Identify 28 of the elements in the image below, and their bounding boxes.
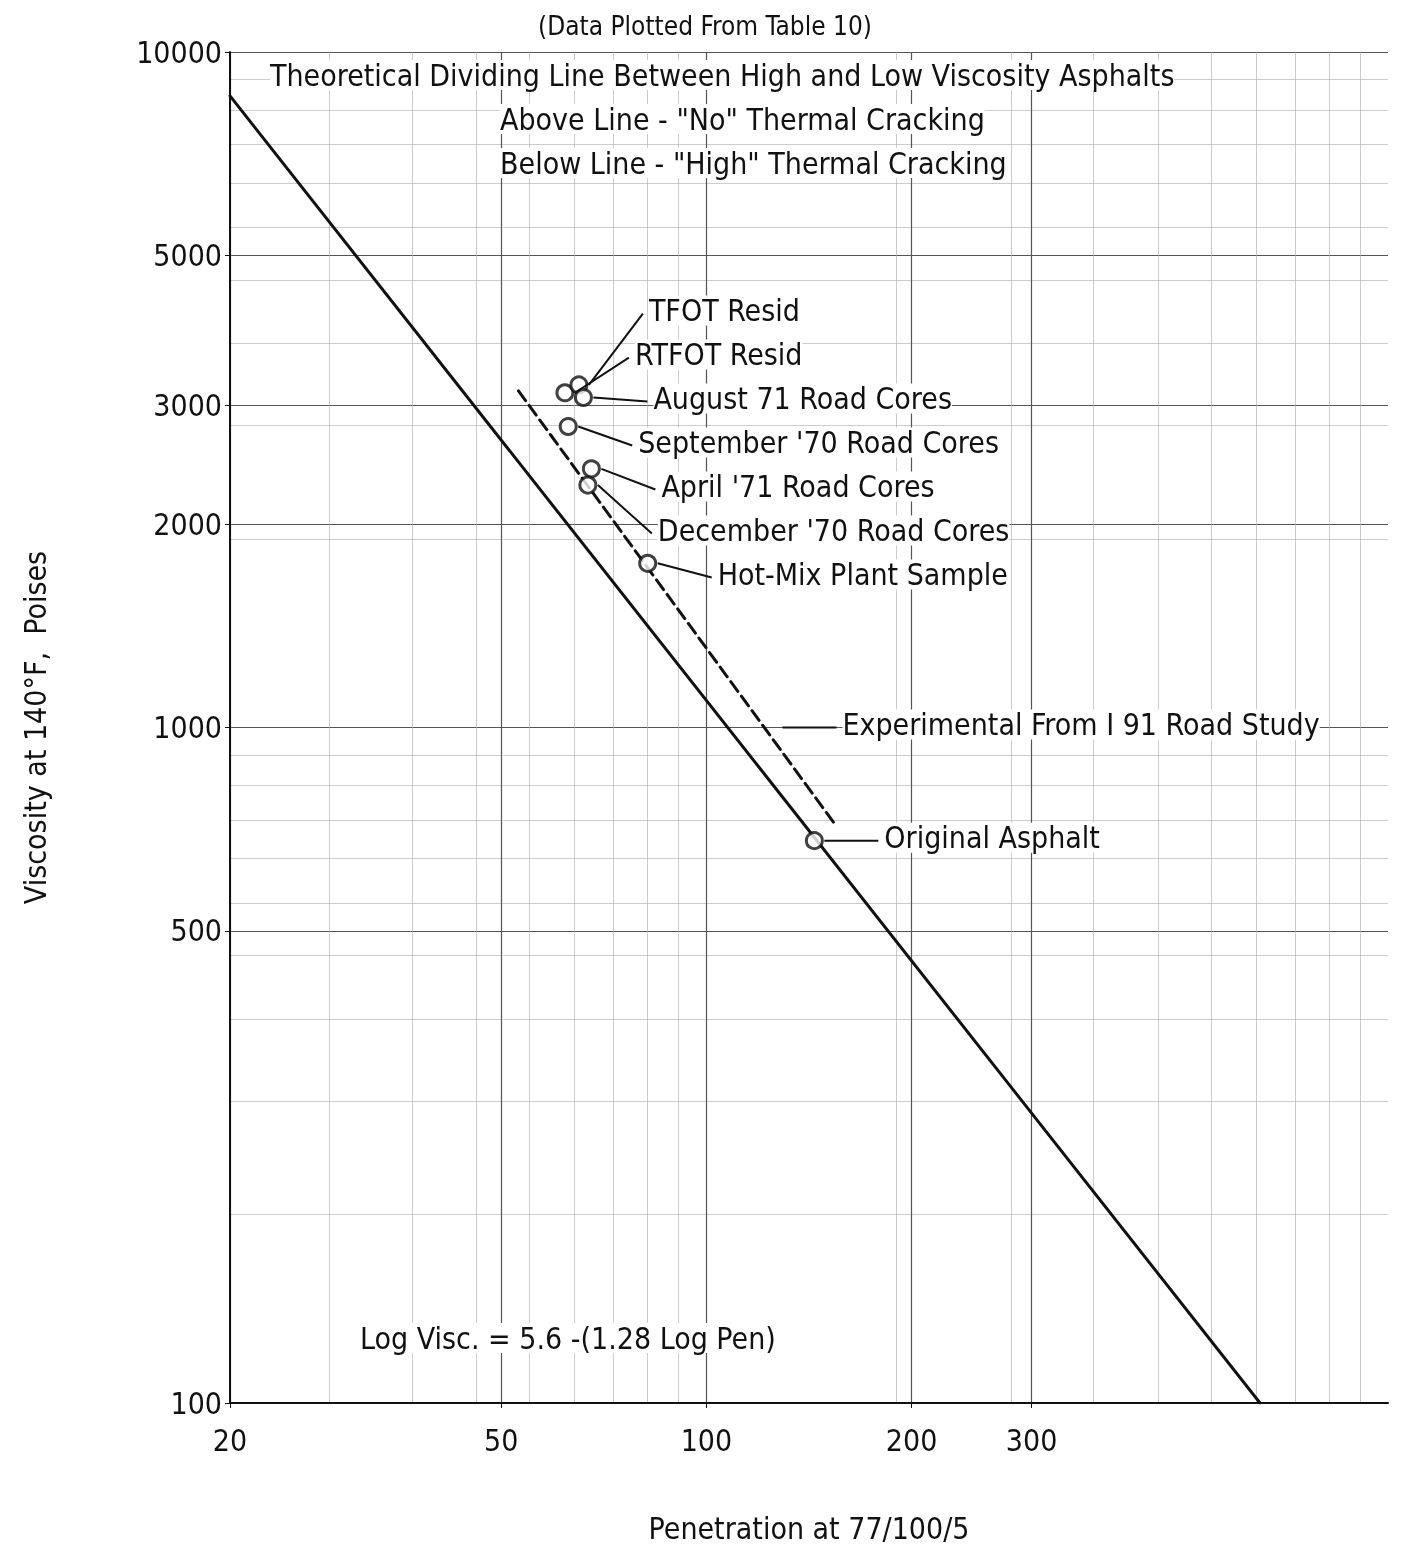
x-tick-label: 300 xyxy=(1005,1422,1058,1458)
annotation: December '70 Road Cores xyxy=(657,513,1010,549)
chart-title: (Data Plotted From Table 10) xyxy=(538,11,872,41)
x-tick-label: 50 xyxy=(484,1422,519,1458)
annotation: August 71 Road Cores xyxy=(653,381,952,417)
y-tick-label: 3000 xyxy=(153,387,222,423)
x-tick-label: 100 xyxy=(680,1422,733,1458)
y-tick-label: 1000 xyxy=(153,710,222,745)
x-axis-title: Penetration at 77/100/5 xyxy=(648,1510,970,1546)
annotation: April '71 Road Cores xyxy=(661,469,935,505)
annotation: Original Asphalt xyxy=(884,820,1100,856)
y-tick-label: 100 xyxy=(170,1385,222,1421)
annotation: Theoretical Dividing Line Between High and Low Viscosity Asphalts xyxy=(269,57,1175,93)
annotation: TFOT Resid xyxy=(647,293,800,329)
y-tick-label: 5000 xyxy=(153,237,222,273)
y-tick-label: 500 xyxy=(170,913,222,949)
annotation: Log Visc. = 5.6 -(1.28 Log Pen) xyxy=(360,1320,776,1356)
y-tick-label: 2000 xyxy=(153,506,222,542)
x-tick-label: 20 xyxy=(212,1422,248,1458)
annotation: September '70 Road Cores xyxy=(638,425,999,461)
annotation: Below Line - "High" Thermal Cracking xyxy=(500,145,1007,181)
y-tick-label: 10000 xyxy=(136,34,222,70)
x-tick-label: 200 xyxy=(885,1422,938,1458)
y-axis-title: Viscosity at 140°F, Poises xyxy=(17,550,53,905)
annotation: Hot-Mix Plant Sample xyxy=(717,557,1008,593)
annotation: Above Line - "No" Thermal Cracking xyxy=(500,101,985,137)
annotation: Experimental From I 91 Road Study xyxy=(842,707,1320,742)
annotation: RTFOT Resid xyxy=(634,337,803,373)
